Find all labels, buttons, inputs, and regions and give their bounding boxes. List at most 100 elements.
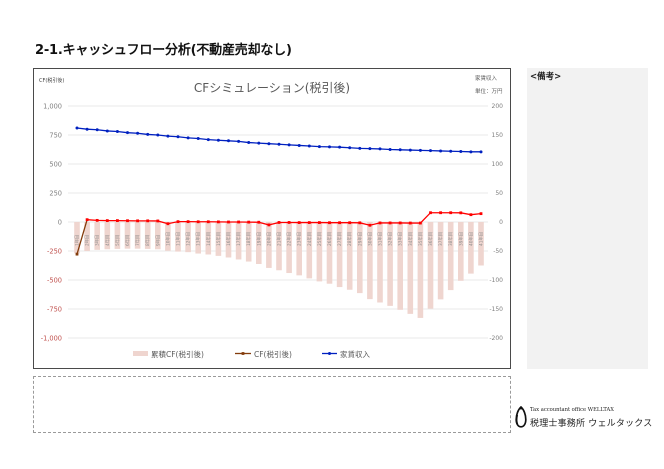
rent-income-point: [337, 145, 341, 149]
rent-income-point: [367, 146, 371, 150]
rent-income-point: [378, 146, 381, 150]
cf-point: [176, 219, 179, 223]
left-axis-tick-label: -1,000: [40, 334, 61, 342]
cf-point: [166, 221, 169, 225]
category-label: 29年目: [356, 231, 363, 245]
legend-item-cf[interactable]: CF(税引後): [234, 349, 292, 359]
category-label: 18年目: [245, 231, 252, 245]
rent-income-point: [246, 140, 250, 144]
cf-point: [368, 223, 371, 227]
legend-swatch-rent-marker: [327, 351, 331, 355]
comment-box[interactable]: [33, 376, 511, 433]
cumulative-cf-bar: [376, 221, 383, 303]
cumulative-cf-bar: [174, 221, 181, 252]
rent-income-point: [115, 129, 119, 133]
rent-income-point: [125, 130, 129, 134]
cf-point: [226, 220, 230, 223]
rent-income-point: [317, 144, 321, 148]
left-axis-tick-label: 500: [49, 160, 62, 168]
category-label: 6年目: [124, 234, 131, 245]
rent-income-point: [297, 143, 301, 147]
cf-point: [418, 221, 422, 224]
cumulative-cf-bar: [114, 221, 120, 249]
cumulative-cf-bar: [124, 221, 130, 249]
cf-point: [135, 218, 139, 222]
category-label: 23年目: [295, 231, 302, 245]
series-lines: [75, 126, 482, 256]
legend-swatch-cf-marker: [241, 351, 244, 355]
right-axis-tick-label: 150: [491, 132, 503, 139]
cf-point: [206, 219, 210, 223]
category-label: 24年目: [305, 231, 312, 245]
cf-point: [458, 210, 462, 214]
rent-income-point: [277, 142, 280, 146]
category-label: 7年目: [134, 234, 141, 245]
rent-income-point: [418, 148, 422, 152]
cf-point: [398, 221, 402, 224]
rent-income-point: [307, 144, 311, 148]
cf-point: [115, 218, 119, 222]
left-axis-tick-label: -500: [47, 276, 62, 284]
cumulative-cf-bar: [417, 221, 423, 318]
category-label: 8年目: [144, 234, 151, 245]
cumulative-cf-bar: [104, 221, 110, 249]
cf-point: [246, 220, 250, 224]
rent-income-point: [226, 138, 230, 142]
category-label: 3年目: [93, 234, 100, 245]
left-axis-tick-label: 1,000: [43, 102, 62, 110]
cf-point: [337, 220, 341, 224]
cf-point: [186, 219, 189, 223]
category-label: 37年目: [437, 231, 444, 245]
legend-item-cumulative-cf[interactable]: 累積CF(税引後): [132, 349, 204, 359]
cumulative-cf-bar: [205, 221, 211, 254]
rent-income-point: [105, 128, 109, 132]
right-axis-tick-label: 200: [491, 103, 503, 110]
cumulative-cf-bar: [396, 221, 403, 310]
cumulative-cf-bar: [134, 221, 140, 249]
cumulative-cf-bar: [255, 221, 262, 264]
cumulative-cf-bar: [245, 221, 251, 262]
right-axis-tick-label: 0: [499, 219, 503, 226]
rent-income-point: [75, 126, 78, 130]
category-label: 30年目: [366, 231, 373, 245]
category-label: 40年目: [467, 231, 474, 245]
cumulative-cf-bars: [73, 221, 484, 318]
cumulative-cf-bar: [427, 221, 433, 309]
cf-point: [357, 220, 361, 224]
rent-income-point: [266, 141, 270, 145]
cumulative-cf-bar: [437, 221, 443, 299]
cf-point: [297, 220, 301, 224]
rent-income-point: [479, 149, 482, 153]
cumulative-cf-bar: [457, 221, 464, 281]
chart-svg: 1年目 2年目 3年目 4年目 5年目 6年目 7年目 8年目 9年目 10年目 11年目 12年目 1…: [39, 74, 503, 359]
rent-income-point: [216, 138, 220, 142]
category-label: 14年目: [204, 231, 211, 245]
legend-item-rent-income[interactable]: 家賃収入: [321, 349, 370, 359]
rent-income-point: [468, 149, 472, 153]
notes-panel[interactable]: <備考>: [527, 68, 648, 369]
cumulative-cf-bar: [366, 221, 373, 299]
cf-simulation-chart: 1年目 2年目 3年目 4年目 5年目 6年目 7年目 8年目 9年目 10年目 11年目 12年目 1…: [33, 68, 511, 369]
cumulative-cf-bar: [316, 221, 322, 281]
company-logo: Tax accountant office WELLTAX 税理士事務所 ウェル…: [515, 405, 655, 431]
left-axis-tick-label: 0: [57, 218, 61, 226]
cumulative-cf-bar: [225, 221, 231, 257]
rent-income-point: [398, 147, 402, 151]
chart-title: CFシミュレーション(税引後): [193, 81, 349, 95]
cf-point: [408, 221, 412, 224]
cf-point: [287, 220, 290, 224]
cf-point: [216, 219, 220, 223]
legend-label-cf: CF(税引後): [254, 349, 292, 359]
cf-point: [256, 220, 260, 224]
cumulative-cf-bar: [285, 221, 292, 273]
cf-point: [95, 218, 99, 222]
left-axis-ticks: 1,000 750 500 250 0 -250 -500 -750 -1,000: [40, 102, 61, 342]
cf-point: [438, 210, 442, 214]
cf-point: [105, 218, 109, 222]
cf-point: [327, 220, 331, 224]
category-label: 1年目: [73, 234, 80, 245]
logo-tagline: Tax accountant office WELLTAX: [530, 407, 614, 413]
right-axis-tick-label: 50: [495, 190, 503, 197]
left-axis-tick-label: -250: [47, 247, 62, 255]
cf-point: [388, 221, 391, 224]
